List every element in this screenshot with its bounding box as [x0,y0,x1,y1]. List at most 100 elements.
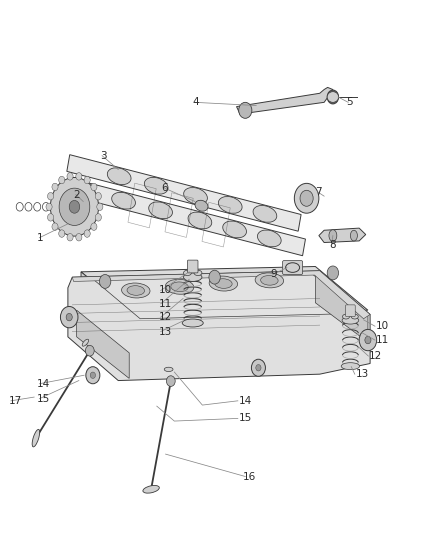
Ellipse shape [171,282,188,292]
Ellipse shape [145,177,168,194]
Ellipse shape [184,188,207,204]
Text: 10: 10 [376,321,389,331]
Polygon shape [81,272,134,352]
Text: 17: 17 [9,396,22,406]
Text: 4: 4 [193,98,199,107]
Circle shape [251,359,265,376]
Text: 7: 7 [315,187,322,197]
Circle shape [76,233,82,241]
Polygon shape [319,228,366,243]
Circle shape [91,183,97,191]
Ellipse shape [341,362,360,370]
Circle shape [166,376,175,386]
Ellipse shape [182,319,203,327]
Circle shape [52,223,58,230]
Text: 9: 9 [271,270,277,279]
Circle shape [256,365,261,371]
Text: 1: 1 [37,233,44,243]
Text: 5: 5 [346,98,353,107]
Circle shape [47,214,53,221]
Ellipse shape [149,202,173,219]
Circle shape [59,176,65,184]
Text: 2: 2 [74,190,80,199]
Circle shape [84,176,90,184]
Text: 14: 14 [37,379,50,389]
Text: 6: 6 [161,183,168,192]
Circle shape [99,274,111,288]
Ellipse shape [166,279,194,294]
Circle shape [294,183,319,213]
Ellipse shape [194,270,202,276]
FancyBboxPatch shape [187,260,198,273]
Text: 14: 14 [239,396,252,406]
Text: 16: 16 [243,472,256,481]
Text: 11: 11 [159,299,172,309]
Ellipse shape [32,430,40,447]
Circle shape [50,177,99,236]
Ellipse shape [209,276,237,291]
Circle shape [52,183,58,191]
Text: 15: 15 [37,394,50,403]
Ellipse shape [327,92,339,102]
Text: 13: 13 [159,327,172,336]
Ellipse shape [343,314,350,319]
Circle shape [59,188,90,225]
Circle shape [327,90,339,104]
Ellipse shape [253,206,277,222]
Circle shape [300,190,313,206]
FancyBboxPatch shape [346,305,355,317]
Text: 11: 11 [376,335,389,345]
Polygon shape [68,271,370,381]
Polygon shape [237,87,333,114]
Circle shape [327,266,339,280]
Circle shape [97,203,103,211]
Circle shape [95,192,102,200]
Ellipse shape [223,221,247,238]
Ellipse shape [112,192,135,209]
Text: 3: 3 [100,151,106,160]
Circle shape [90,372,95,378]
Ellipse shape [164,367,173,372]
Ellipse shape [258,230,281,247]
Ellipse shape [82,339,88,346]
Polygon shape [92,273,359,319]
Text: 15: 15 [239,414,252,423]
Ellipse shape [127,286,145,295]
Polygon shape [77,310,129,378]
Ellipse shape [351,314,358,319]
Ellipse shape [184,273,202,281]
FancyBboxPatch shape [283,261,303,274]
Circle shape [59,230,65,237]
Circle shape [95,214,102,221]
Ellipse shape [286,263,300,272]
Ellipse shape [255,273,283,288]
Polygon shape [72,271,370,319]
Ellipse shape [122,283,150,298]
Circle shape [67,233,73,241]
Circle shape [69,200,80,213]
Circle shape [66,313,72,321]
Circle shape [67,173,73,180]
Circle shape [60,306,78,328]
Circle shape [209,270,220,284]
Ellipse shape [219,197,242,213]
Ellipse shape [184,270,191,276]
Polygon shape [315,273,368,342]
Text: 12: 12 [159,312,172,322]
Polygon shape [67,155,301,231]
Circle shape [365,336,371,344]
Text: 13: 13 [356,369,369,379]
Circle shape [84,230,90,237]
Ellipse shape [329,230,337,241]
Ellipse shape [195,200,208,211]
Text: 10: 10 [159,286,172,295]
Ellipse shape [215,279,232,288]
Ellipse shape [350,230,357,241]
Ellipse shape [188,212,212,229]
Ellipse shape [143,486,159,493]
Ellipse shape [107,168,131,184]
Circle shape [91,223,97,230]
Circle shape [76,173,82,180]
Text: 12: 12 [369,351,382,361]
Circle shape [239,102,252,118]
